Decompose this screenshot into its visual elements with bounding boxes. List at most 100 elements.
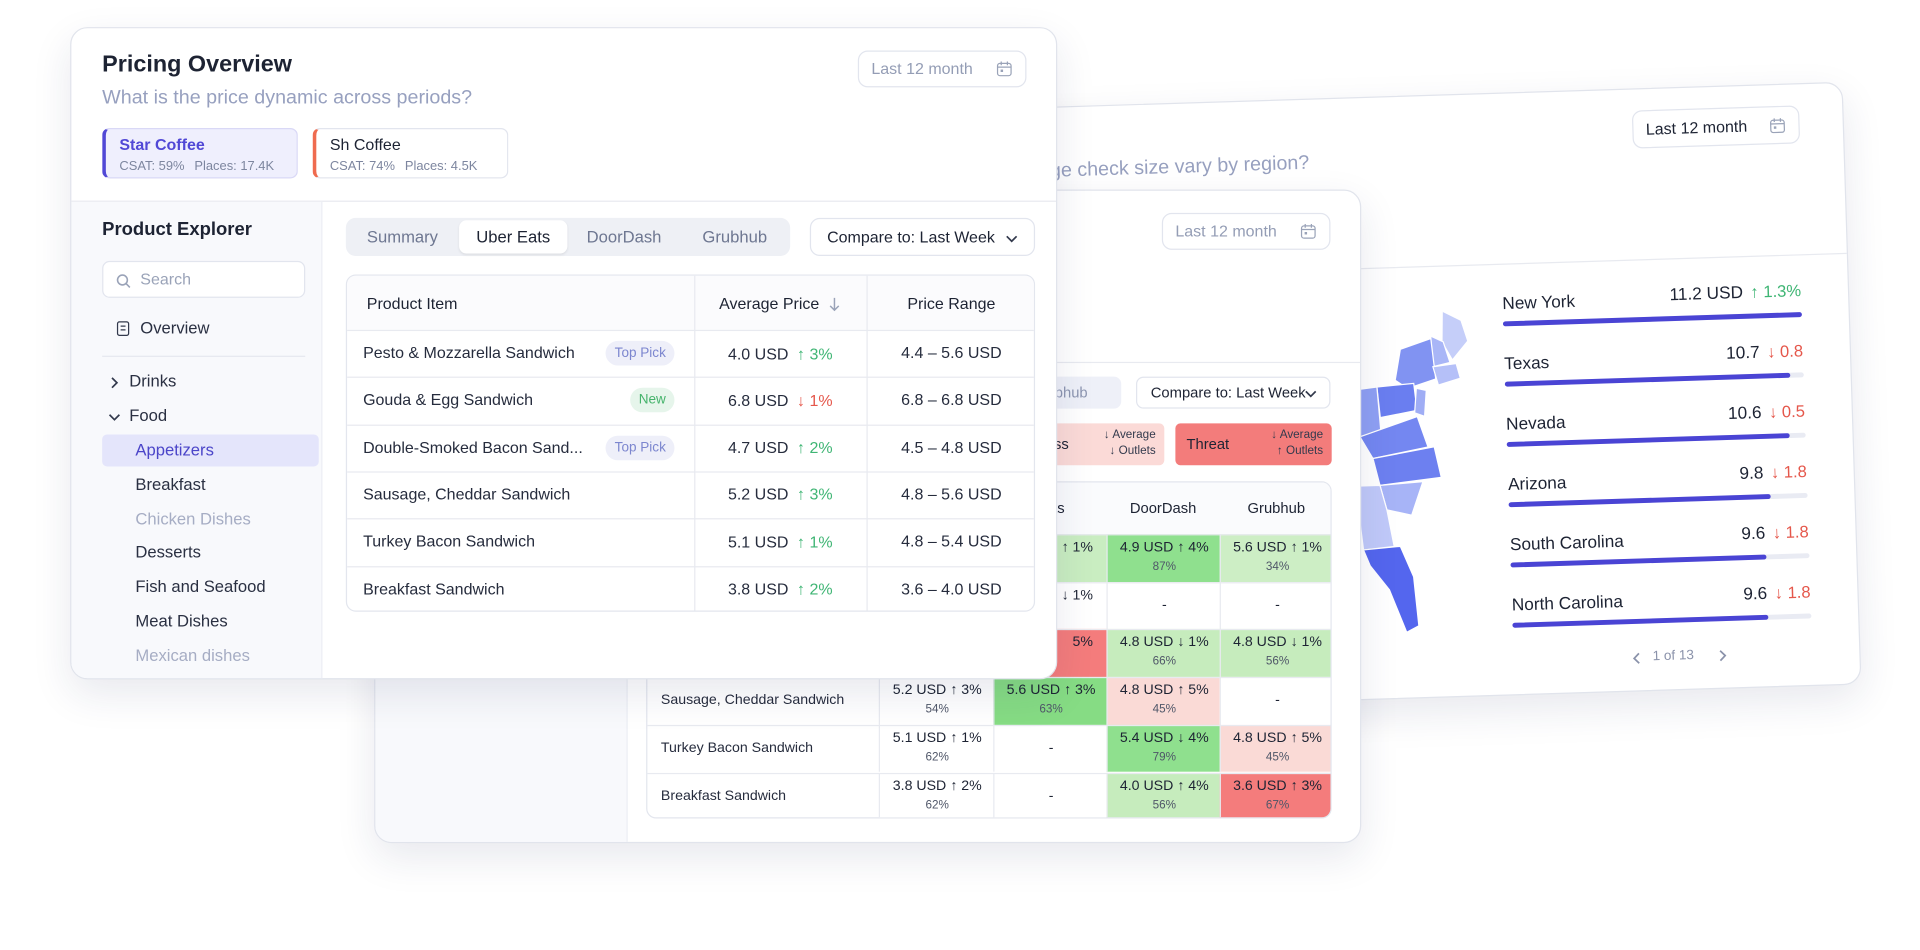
sidebar-item[interactable]: Appetizers: [135, 440, 214, 460]
price: 4.0 USD: [727, 343, 789, 363]
icon-part: [1441, 310, 1469, 362]
icon-part: [1362, 545, 1420, 634]
group-label[interactable]: Drinks: [129, 371, 177, 391]
icon-part: [1305, 390, 1317, 398]
icon-part: [1719, 650, 1727, 662]
price-change: ↑ 3%: [797, 485, 833, 504]
region-change: ↓ 1.8: [1772, 522, 1810, 543]
sidebar-item[interactable]: Desserts: [135, 543, 201, 562]
region-value: 11.2 USD ↑ 1.3%: [1669, 280, 1801, 304]
page-next[interactable]: [1715, 647, 1730, 662]
overview-icon: [116, 320, 131, 337]
region-change: ↓ 0.5: [1768, 401, 1806, 422]
price-cell: 5.2 USD ↑ 3%: [694, 471, 866, 518]
price-range: 4.4 – 5.6 USD: [901, 343, 1002, 362]
price-range: 4.5 – 4.8 USD: [901, 437, 1002, 457]
cell-price: 5.2 USD ↑ 3%: [892, 683, 982, 698]
column-header-label: Average Price: [719, 293, 820, 312]
cell-price: 3.6 USD ↑ 3%: [1233, 778, 1322, 794]
cell-price: 4.8 USD ↑ 5%: [1233, 730, 1322, 746]
legend-label: Threat: [1186, 435, 1230, 453]
price-change: ↑ 3%: [797, 343, 833, 363]
column-header: Product Item: [347, 276, 694, 330]
heat-cell: 3.6 USD ↑ 3% 67%: [1219, 772, 1331, 818]
tab[interactable]: bhub: [1054, 383, 1088, 402]
price-change: ↑ 2%: [797, 579, 833, 599]
icon-part: [108, 414, 120, 421]
price-cell: 5.1 USD ↑ 1%: [694, 518, 866, 565]
cell-price: 3.8 USD ↑ 2%: [892, 778, 982, 794]
brand-csat: CSAT: 74%: [329, 158, 395, 174]
sidebar-item[interactable]: Meat Dishes: [135, 611, 228, 631]
calendar-icon: [996, 60, 1013, 77]
sidebar-item[interactable]: Breakfast: [135, 474, 206, 494]
cell-price: -: [1048, 788, 1054, 804]
tab[interactable]: DoorDash: [586, 227, 662, 247]
icon-part: [1300, 225, 1316, 239]
region-change: ↓ 1.8: [1774, 582, 1811, 603]
product-name: Breakfast Sandwich: [363, 579, 505, 598]
bar: [1512, 614, 1769, 628]
cell-price: 5.6 USD ↑ 3%: [1006, 683, 1096, 698]
icon-part: [1632, 652, 1640, 664]
icon-part: [111, 377, 119, 389]
column-header: Price Range: [866, 276, 1033, 330]
cell-price: 4.9 USD ↑ 4%: [1119, 540, 1209, 556]
search-placeholder: Search: [140, 269, 192, 288]
cell-share: 63%: [1039, 702, 1063, 717]
cell-price: 5.4 USD ↓ 4%: [1119, 730, 1209, 746]
price-range: 6.8 – 6.8 USD: [901, 390, 1002, 409]
cell-share: 54%: [925, 702, 949, 717]
search-box[interactable]: Search: [102, 260, 306, 298]
brand-stats: CSAT: 74% Places: 4.5K: [330, 159, 478, 174]
brand-csat: CSAT: 59%: [119, 158, 185, 174]
cell-share: 62%: [925, 798, 949, 812]
brand-card[interactable]: Sh Coffee CSAT: 74% Places: 4.5K: [312, 127, 509, 179]
icon-part: [829, 297, 839, 312]
product-name: Breakfast Sandwich: [660, 788, 787, 804]
date-filter[interactable]: Last 12 month: [857, 50, 1027, 88]
date-filter[interactable]: Last 12 month: [1631, 105, 1801, 149]
date-filter[interactable]: Last 12 month: [1161, 212, 1331, 250]
price-range: 4.8 – 5.4 USD: [901, 531, 1002, 551]
brand-places: Places: 4.5K: [404, 158, 478, 174]
brand-stats: CSAT: 59% Places: 17.4K: [119, 159, 274, 174]
row-sep: [347, 471, 1034, 473]
legend-detail: ↓ Outlets: [1109, 444, 1156, 458]
group-label[interactable]: Food: [129, 406, 168, 425]
brand-card[interactable]: Star Coffee CSAT: 59% Places: 17.4K: [102, 127, 298, 179]
sidebar-item[interactable]: Fish and Seafood: [135, 577, 266, 596]
heat-cell: -: [1219, 677, 1331, 725]
pagination: 1 of 13: [1652, 647, 1695, 664]
tab[interactable]: Grubhub: [702, 227, 768, 247]
price-range: 4.8 – 5.6 USD: [901, 484, 1002, 504]
region-change: ↓ 0.8: [1766, 341, 1804, 362]
compare-chevron: [1303, 385, 1318, 400]
heat-cell: 5.1 USD ↑ 1% 62%: [878, 724, 994, 773]
region-value: 9.6 ↓ 1.8: [1743, 581, 1811, 604]
group-chevron: [107, 409, 122, 424]
card-subtitle: What is the price dynamic across periods…: [102, 87, 473, 109]
cell-price: 5%: [1072, 635, 1093, 651]
sidebar-item[interactable]: Chicken Dishes: [135, 509, 251, 528]
tab[interactable]: Summary: [366, 227, 438, 247]
sidebar-item[interactable]: Mexican dishes: [135, 645, 250, 665]
price: 6.8 USD: [727, 391, 789, 410]
column-header-label: Price Range: [907, 293, 996, 312]
page-prev[interactable]: [1629, 650, 1644, 665]
tab[interactable]: Uber Eats: [459, 220, 568, 254]
heat-cell: -: [1219, 581, 1331, 630]
overview-link[interactable]: Overview: [140, 318, 210, 338]
row-sep: [647, 724, 1331, 726]
price: 4.7 USD: [727, 438, 789, 457]
badge: New: [630, 388, 675, 413]
sidebar-title: Product Explorer: [102, 219, 252, 240]
pricing-card: Pricing Overview What is the price dynami…: [70, 27, 1058, 680]
icon-part: [1769, 117, 1785, 133]
brand-name: Star Coffee: [119, 135, 205, 154]
brand-name: Sh Coffee: [329, 135, 401, 154]
price-change: ↓ 1%: [797, 391, 833, 410]
compare-select[interactable]: Compare to: Last Week: [809, 217, 1036, 256]
calendar-icon: [1769, 116, 1787, 134]
compare-select[interactable]: Compare to: Last Week: [1135, 376, 1331, 409]
